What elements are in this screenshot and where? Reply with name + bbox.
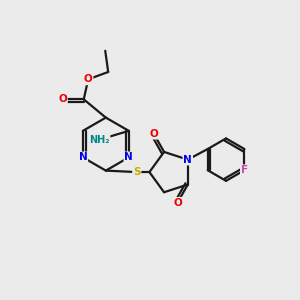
Text: N: N: [124, 152, 133, 162]
Text: S: S: [133, 167, 140, 177]
Text: O: O: [149, 129, 158, 139]
Text: N: N: [79, 152, 87, 162]
Text: O: O: [84, 74, 92, 84]
Text: O: O: [58, 94, 67, 104]
Text: NH₂: NH₂: [89, 135, 110, 145]
Text: O: O: [173, 198, 182, 208]
Text: N: N: [183, 154, 192, 165]
Text: F: F: [241, 165, 248, 175]
